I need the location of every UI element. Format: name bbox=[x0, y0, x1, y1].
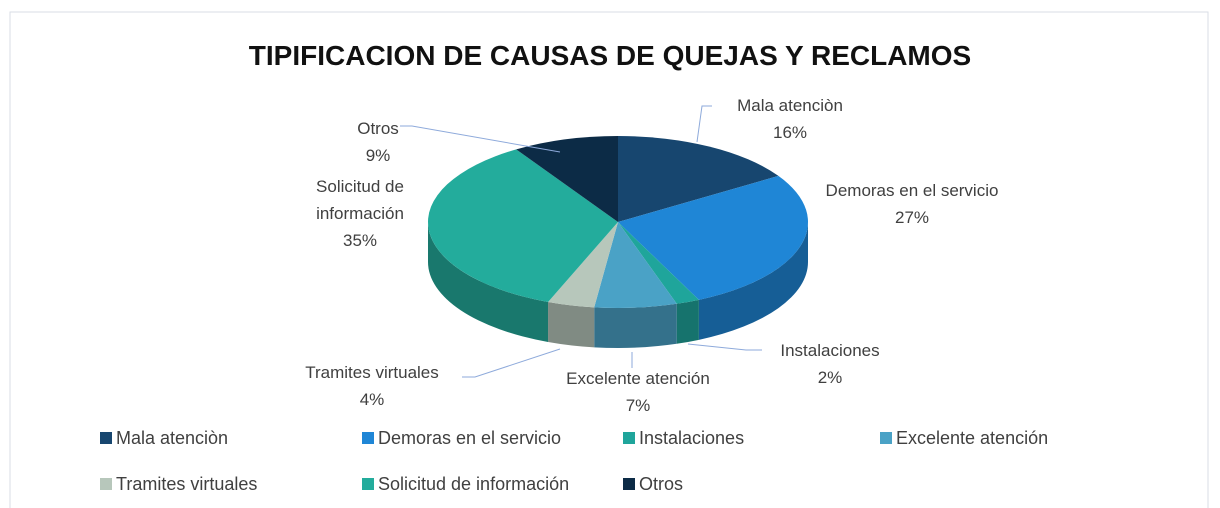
legend-swatch bbox=[100, 478, 112, 490]
pie-side bbox=[594, 303, 677, 348]
data-label-name: Instalaciones bbox=[780, 341, 880, 360]
data-label-value: 35% bbox=[342, 231, 378, 250]
pie-slice bbox=[618, 175, 808, 300]
legend-swatch bbox=[100, 432, 112, 444]
legend-item: Mala atenciòn bbox=[100, 428, 228, 449]
pie-slice bbox=[594, 222, 677, 308]
data-label-name: Excelente atención bbox=[566, 369, 710, 388]
pie-side bbox=[698, 222, 808, 340]
chart-title: TIPIFICACION DE CAUSAS DE QUEJAS Y RECLA… bbox=[248, 40, 972, 71]
data-label: Mala atenciòn 16% bbox=[737, 92, 843, 146]
legend-label: Demoras en el servicio bbox=[378, 428, 562, 448]
legend-label: Tramites virtuales bbox=[116, 474, 258, 494]
legend-label: Otros bbox=[639, 474, 684, 494]
legend-item: Otros bbox=[623, 474, 683, 495]
data-label-name: Mala atenciòn bbox=[737, 96, 843, 115]
legend-swatch bbox=[623, 478, 635, 490]
pie-slice bbox=[548, 222, 618, 308]
legend-swatch bbox=[623, 432, 635, 444]
legend-item: Solicitud de información bbox=[362, 474, 569, 495]
legend-item: Demoras en el servicio bbox=[362, 428, 561, 449]
pie-side bbox=[428, 222, 549, 342]
data-label-value: 2% bbox=[817, 368, 843, 387]
legend-label: Excelente atención bbox=[896, 428, 1049, 448]
legend-item: Excelente atención bbox=[880, 428, 1048, 449]
legend-item: Instalaciones bbox=[623, 428, 744, 449]
data-label-value: 9% bbox=[365, 146, 391, 165]
legend-label: Solicitud de información bbox=[378, 474, 570, 494]
leader-line bbox=[696, 105, 712, 143]
chart-border bbox=[9, 11, 1209, 508]
data-label-name: Tramites virtuales bbox=[305, 363, 439, 382]
data-label-value: 4% bbox=[359, 390, 385, 409]
legend-swatch bbox=[362, 478, 374, 490]
data-label: Excelente atención 7% bbox=[566, 365, 710, 419]
legend-label: Instalaciones bbox=[639, 428, 745, 448]
data-label-name: Solicitud de información bbox=[316, 177, 404, 223]
legend-label: Mala atenciòn bbox=[116, 428, 229, 448]
data-label-value: 16% bbox=[772, 123, 808, 142]
data-label-name: Otros bbox=[357, 119, 399, 138]
legend-swatch bbox=[362, 432, 374, 444]
legend-swatch bbox=[880, 432, 892, 444]
leader-line bbox=[687, 343, 762, 351]
leader-line bbox=[462, 348, 561, 378]
legend-item: Tramites virtuales bbox=[100, 474, 257, 495]
pie-slice bbox=[428, 149, 618, 302]
leader-line bbox=[400, 125, 561, 153]
data-label-value: 7% bbox=[625, 396, 651, 415]
data-label: Tramites virtuales 4% bbox=[305, 359, 439, 413]
pie-side bbox=[548, 301, 595, 348]
pie-slice bbox=[516, 136, 618, 222]
data-label-name: Demoras en el servicio bbox=[825, 181, 999, 200]
pie-slice bbox=[618, 136, 779, 222]
pie-slice bbox=[618, 222, 699, 304]
data-label: Solicitud de información 35% bbox=[300, 173, 420, 254]
pie-side bbox=[676, 299, 699, 344]
data-label: Instalaciones 2% bbox=[780, 337, 879, 391]
data-label: Demoras en el servicio 27% bbox=[826, 177, 999, 231]
data-label-value: 27% bbox=[894, 208, 930, 227]
data-label: Otros 9% bbox=[357, 115, 399, 169]
